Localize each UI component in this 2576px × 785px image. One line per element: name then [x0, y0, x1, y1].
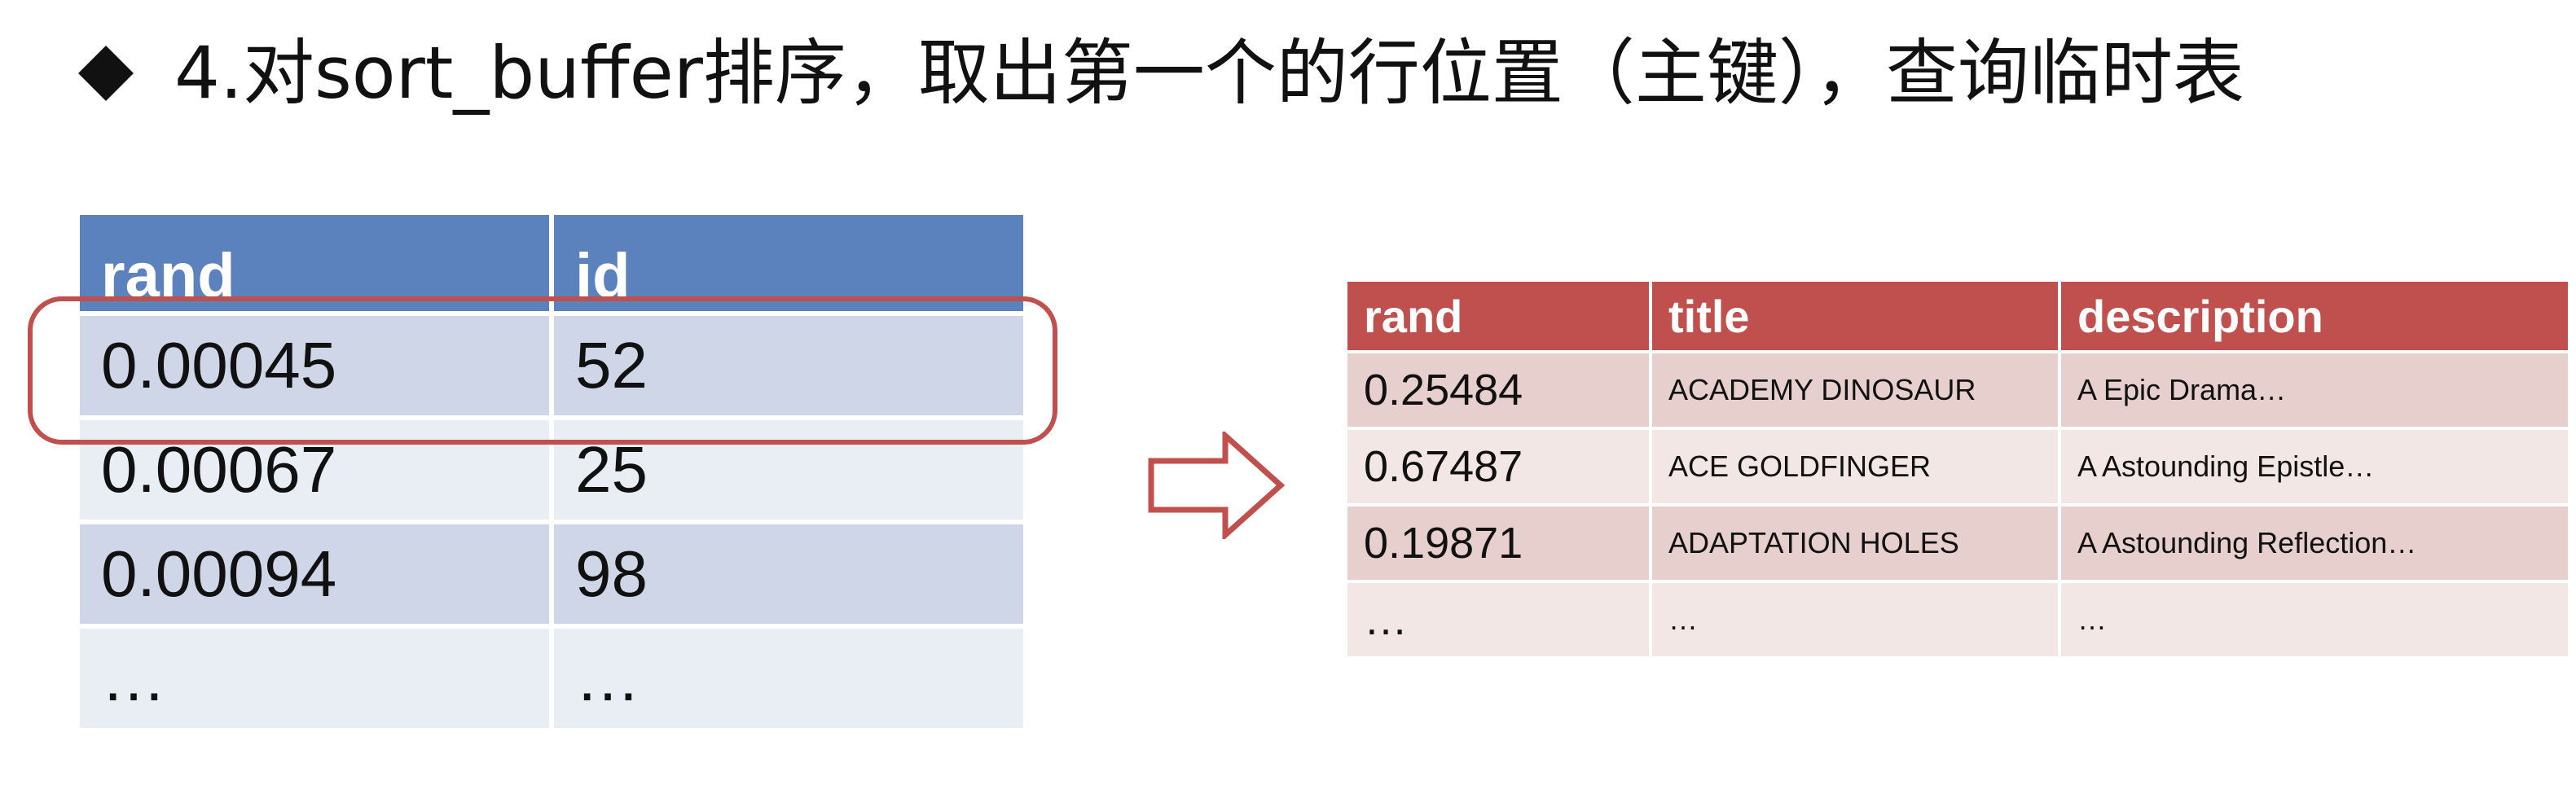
table-row: 0.00067 25	[75, 415, 1028, 524]
column-header-rand: rand	[1344, 278, 1652, 353]
table-row: 0.00045 52	[75, 311, 1028, 420]
cell-id: 52	[549, 311, 1028, 420]
diamond-bullet-icon	[78, 46, 134, 101]
cell-title: …	[1649, 580, 2061, 660]
cell-description: A Epic Drama…	[2058, 350, 2571, 430]
sort-buffer-table: rand id 0.00045 52 0.00067 25 0.00094 98…	[75, 210, 1028, 733]
slide-title-text: 4.对sort_buffer排序，取出第一个的行位置（主键），查询临时表	[174, 31, 2244, 115]
cell-rand: 0.00045	[75, 311, 554, 420]
cell-rand: …	[75, 624, 554, 733]
cell-rand: 0.25484	[1344, 350, 1652, 430]
table-row: 0.19871 ADAPTATION HOLES A Astounding Re…	[1344, 503, 2571, 583]
cell-description: A Astounding Epistle…	[2058, 427, 2571, 507]
cell-id: …	[549, 624, 1028, 733]
table-row: 0.25484 ACADEMY DINOSAUR A Epic Drama…	[1344, 350, 2571, 430]
slide-title: 4.对sort_buffer排序，取出第一个的行位置（主键），查询临时表	[72, 24, 2244, 122]
table-row: … …	[75, 624, 1028, 733]
column-header-rand: rand	[75, 210, 554, 316]
right-arrow-outline-icon	[1148, 432, 1286, 539]
temp-table: rand title description 0.25484 ACADEMY D…	[1344, 278, 2571, 660]
table-header-row: rand title description	[1344, 278, 2571, 353]
cell-description: …	[2058, 580, 2571, 660]
table-header-row: rand id	[75, 210, 1028, 316]
cell-rand: 0.00094	[75, 520, 554, 629]
cell-rand: 0.67487	[1344, 427, 1652, 507]
column-header-description: description	[2058, 278, 2571, 353]
table-row: 0.67487 ACE GOLDFINGER A Astounding Epis…	[1344, 427, 2571, 507]
cell-rand: 0.19871	[1344, 503, 1652, 583]
column-header-id: id	[549, 210, 1028, 316]
cell-title: ACADEMY DINOSAUR	[1649, 350, 2061, 430]
cell-title: ADAPTATION HOLES	[1649, 503, 2061, 583]
column-header-title: title	[1649, 278, 2061, 353]
cell-rand: 0.00067	[75, 415, 554, 524]
table-row: … … …	[1344, 580, 2571, 660]
cell-rand: …	[1344, 580, 1652, 660]
cell-title: ACE GOLDFINGER	[1649, 427, 2061, 507]
cell-id: 25	[549, 415, 1028, 524]
cell-id: 98	[549, 520, 1028, 629]
table-row: 0.00094 98	[75, 520, 1028, 629]
cell-description: A Astounding Reflection…	[2058, 503, 2571, 583]
